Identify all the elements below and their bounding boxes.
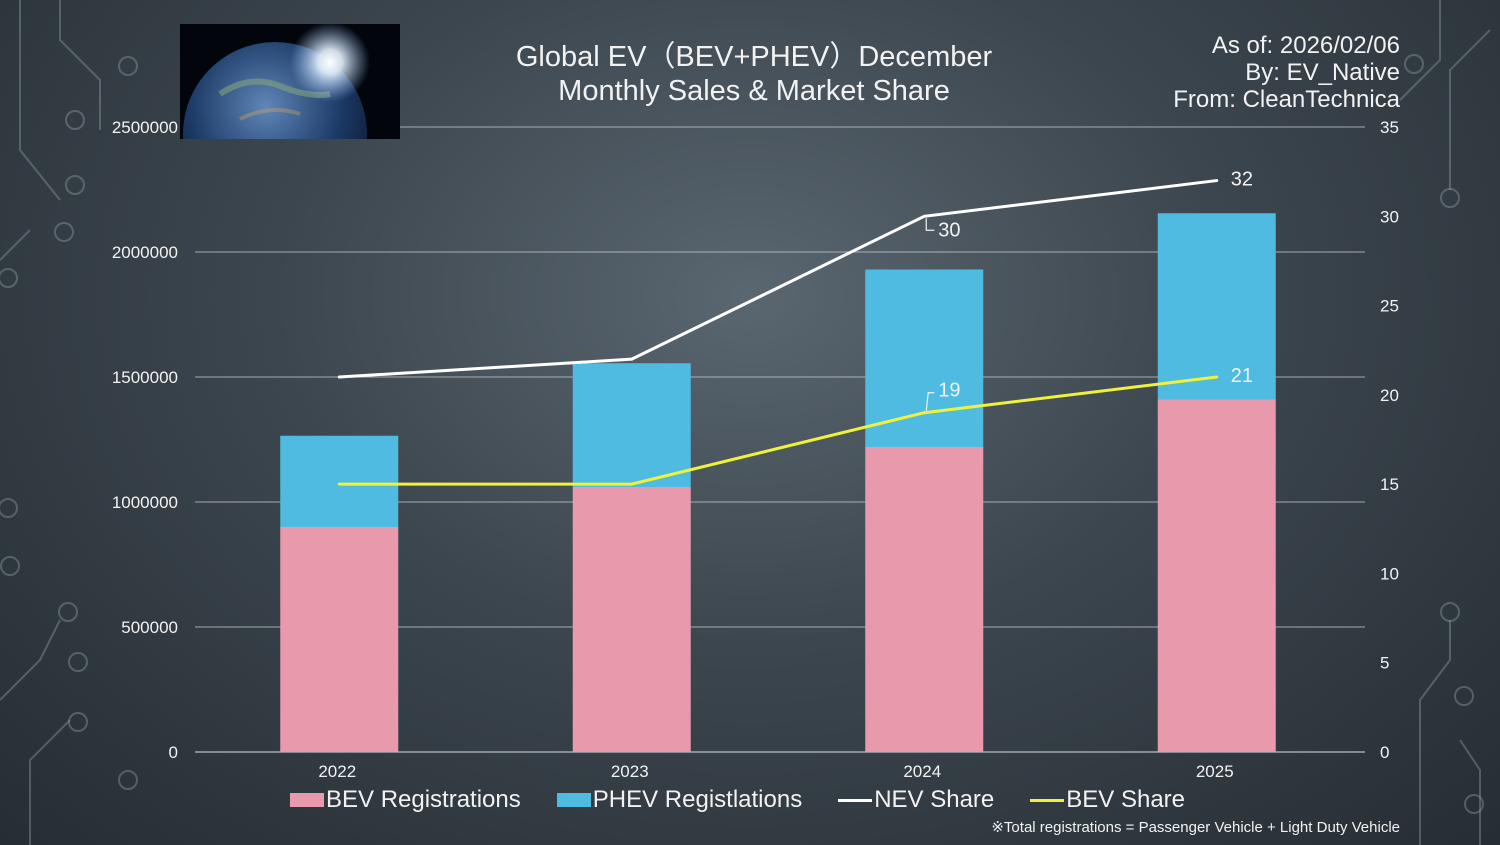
legend-item-bev-share: BEV Share [1030, 786, 1185, 814]
legend-swatch-nev [838, 798, 873, 802]
legend-swatch-bev [290, 793, 324, 807]
legend-label-nev: NEV Share [874, 786, 995, 813]
circuit-node [68, 712, 88, 732]
legend-item-phev: PHEV Registlations [556, 786, 803, 814]
y-right-tick-label: 15 [1380, 475, 1399, 494]
bar-phev [865, 269, 984, 447]
title-line-1: Global EV（BEV+PHEV）December [515, 41, 993, 73]
nev-share-data-label: 32 [1231, 169, 1253, 191]
x-tick-label: 2025 [1196, 762, 1234, 781]
bev-share-point [1215, 375, 1219, 379]
circuit-node [0, 268, 18, 288]
circuit-node [1454, 686, 1474, 706]
y-right-tick-label: 5 [1380, 654, 1389, 673]
source: From: CleanTechnica [1173, 86, 1400, 113]
bev-share-line [339, 375, 1217, 486]
bev-share-label-leader [925, 392, 935, 411]
bar-bev [1157, 399, 1276, 752]
circuit-line [0, 229, 31, 261]
bar-bev [865, 447, 984, 752]
circuit-node [54, 222, 74, 242]
nev-share-line [339, 179, 1217, 379]
bar-phev [572, 363, 691, 487]
y-left-tick-label: 2500000 [112, 118, 178, 137]
circuit-node [1440, 188, 1460, 208]
circuit-line [1459, 739, 1481, 845]
circuit-node [68, 652, 88, 672]
y-right-tick-label: 10 [1380, 564, 1399, 583]
nev-share-point [337, 375, 341, 379]
bar-phev [1157, 213, 1276, 400]
y-left-tick-label: 2000000 [112, 243, 178, 262]
circuit-node [1464, 794, 1484, 814]
x-tick-label: 2022 [318, 762, 356, 781]
circuit-node [65, 110, 85, 130]
legend-label-phev: PHEV Registlations [592, 786, 803, 813]
meta-info: As of: 2026/02/06 By: EV_Native From: Cl… [1173, 32, 1400, 113]
nev-share-point [630, 357, 634, 361]
bev-share-data-label: 21 [1231, 365, 1253, 387]
chart-title: Global EV（BEV+PHEV）December Monthly Sale… [454, 40, 1054, 108]
nev-share-point [1215, 179, 1219, 183]
x-tick-label: 2024 [903, 762, 941, 781]
circuit-line [59, 0, 101, 130]
y-left-tick-label: 500000 [121, 618, 178, 637]
y-right-tick-label: 30 [1380, 207, 1399, 226]
bev-share-point [630, 482, 634, 486]
legend-label-bev: BEV Registrations [326, 786, 521, 813]
y-right-tick-label: 35 [1380, 118, 1399, 137]
circuit-node [0, 498, 18, 518]
circuit-line [1449, 29, 1491, 190]
earth-image [180, 24, 400, 139]
circuit-node [118, 56, 138, 76]
title-line-2: Monthly Sales & Market Share [558, 75, 950, 107]
y-left-tick-label: 1000000 [112, 493, 178, 512]
nev-share-label-leader [925, 218, 935, 231]
bar-bev [280, 527, 399, 752]
legend-item-bev: BEV Registrations [290, 786, 521, 814]
circuit-node [0, 556, 20, 576]
y-left-tick-label: 1500000 [112, 368, 178, 387]
y-left-tick-label: 0 [169, 743, 178, 762]
nev-share-data-label: 30 [938, 219, 960, 241]
legend-label-bev-share: BEV Share [1066, 786, 1185, 813]
y-right-tick-label: 25 [1380, 297, 1399, 316]
circuit-node [65, 175, 85, 195]
circuit-node [1440, 602, 1460, 622]
legend-swatch-phev [556, 793, 591, 807]
as-of-date: As of: 2026/02/06 [1211, 32, 1400, 59]
circuit-line [19, 0, 61, 201]
bar-phev [280, 435, 399, 527]
bev-share-point [922, 411, 926, 415]
legend-swatch-bev-share [1030, 798, 1065, 802]
nev-share-point [922, 214, 926, 218]
bev-share-data-label: 19 [938, 380, 960, 402]
y-right-tick-label: 20 [1380, 386, 1399, 405]
circuit-node [1404, 54, 1424, 74]
legend-item-nev: NEV Share [838, 786, 994, 814]
bar-bev [572, 487, 691, 752]
legend: BEV Registrations PHEV Registlations NEV… [290, 786, 1221, 814]
circuit-node [58, 602, 78, 622]
circuit-line [29, 719, 71, 845]
circuit-node [118, 770, 138, 790]
circuit-line [0, 619, 61, 701]
y-right-tick-label: 0 [1380, 743, 1389, 762]
circuit-line [1419, 620, 1451, 845]
circuit-line [1399, 0, 1441, 101]
x-tick-label: 2023 [611, 762, 649, 781]
bev-share-point [337, 482, 341, 486]
author: By: EV_Native [1245, 59, 1400, 86]
footnote: ※Total registrations = Passenger Vehicle… [991, 819, 1400, 836]
